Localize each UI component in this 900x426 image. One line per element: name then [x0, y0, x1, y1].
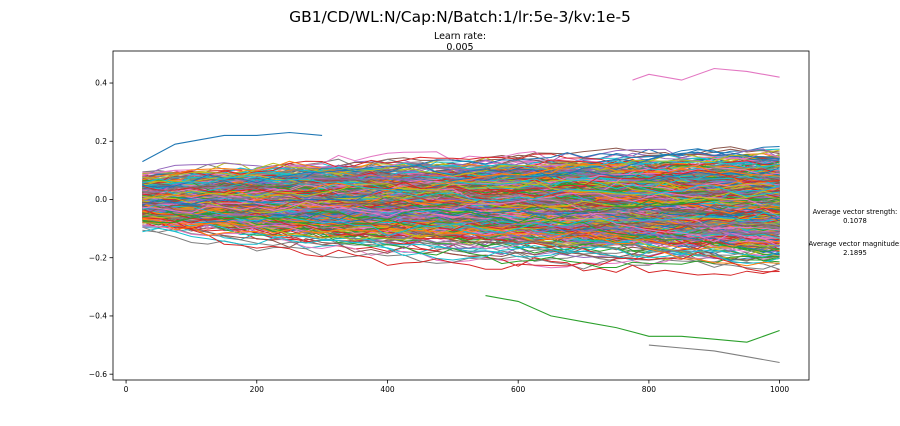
outlier-series-line	[142, 131, 323, 163]
series-line	[142, 192, 780, 216]
x-tick-label: 200	[250, 385, 265, 394]
y-tick-label: 0.2	[95, 137, 107, 146]
y-tick-label: 0.0	[95, 195, 107, 204]
series-line	[142, 228, 780, 270]
vector-magnitude-value: 2.1895	[843, 248, 867, 257]
series-line	[142, 195, 780, 224]
series-line	[142, 217, 780, 251]
x-tick-label: 400	[380, 385, 395, 394]
series-line	[142, 167, 780, 206]
series-line	[142, 217, 780, 273]
series-line	[142, 158, 780, 202]
series-line	[142, 175, 780, 202]
y-tick-label: −0.4	[89, 312, 107, 321]
y-tick-label: 0.4	[95, 79, 107, 88]
chart-subtitle: Learn rate: 0.005	[112, 31, 808, 53]
y-tick-label: −0.2	[89, 253, 107, 262]
series-line	[142, 198, 780, 222]
series-line	[142, 190, 780, 218]
vector-magnitude-annotation: Average vector magnitude: 2.1895	[805, 240, 900, 257]
x-tick-label: 800	[642, 385, 657, 394]
outlier-series-line	[485, 295, 780, 343]
vector-magnitude-label: Average vector magnitude:	[808, 240, 900, 248]
x-tick-label: 1000	[770, 385, 789, 394]
series-line	[142, 204, 780, 237]
series-line	[142, 196, 780, 224]
outlier-series-line	[648, 344, 780, 364]
series-line	[142, 149, 780, 180]
series-line	[142, 180, 780, 202]
series-line	[142, 202, 780, 247]
chart-title: GB1/CD/WL:N/Cap:N/Batch:1/lr:5e-3/kv:1e-…	[289, 8, 631, 26]
series-line	[142, 156, 780, 183]
axes: 0 200 400 600 800 1000 0.4 0.2 0.0 −0.2 −0.4 −0.6	[89, 79, 790, 394]
x-tick-label: 0	[124, 385, 129, 394]
series-line	[142, 218, 780, 267]
series-line	[142, 197, 780, 216]
vector-strength-annotation: Average vector strength: 0.1078	[805, 208, 900, 225]
x-tick-label: 600	[511, 385, 526, 394]
series-line	[142, 168, 780, 202]
series-line	[142, 184, 780, 248]
vector-strength-value: 0.1078	[843, 216, 867, 225]
y-tick-label: −0.6	[89, 370, 107, 379]
series-lines	[142, 67, 780, 364]
series-line	[142, 148, 780, 188]
vector-strength-label: Average vector strength:	[812, 208, 898, 216]
learn-rate-value: 0.005	[446, 42, 474, 53]
series-line	[142, 192, 780, 218]
learn-rate-label: Learn rate:	[433, 31, 487, 42]
series-line	[142, 194, 780, 216]
series-line	[142, 159, 780, 190]
series-line	[142, 223, 780, 261]
outlier-series-line	[632, 67, 780, 81]
plot-frame	[112, 50, 810, 381]
